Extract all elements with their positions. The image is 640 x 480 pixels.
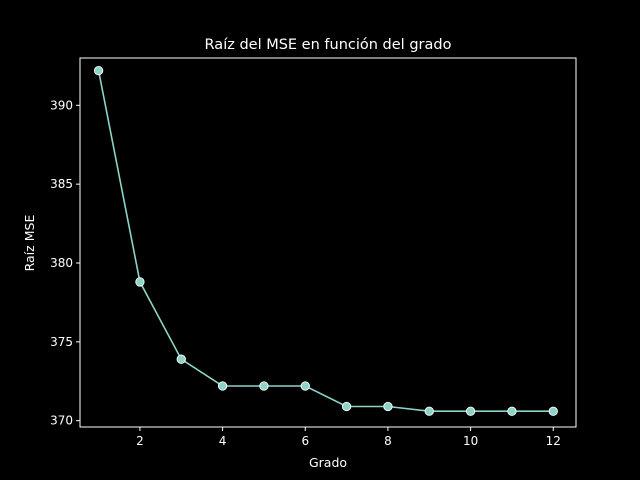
- data-point: [383, 401, 393, 412]
- y-tick-label: 375: [50, 335, 73, 349]
- data-point: [300, 381, 310, 391]
- x-tick-label: 12: [546, 434, 561, 448]
- x-tick-label: 2: [136, 434, 144, 448]
- y-tick-label: 370: [50, 414, 73, 428]
- x-tick-label: 6: [301, 434, 309, 448]
- data-point: [507, 406, 517, 416]
- data-point: [548, 406, 558, 416]
- data-point: [424, 406, 434, 416]
- data-point: [176, 354, 186, 364]
- series-layer: [93, 65, 558, 416]
- data-point: [341, 401, 352, 412]
- series-line: [97, 70, 554, 413]
- x-tick-label: 4: [219, 434, 227, 448]
- x-axis-label: Grado: [309, 455, 347, 470]
- data-point: [93, 65, 104, 76]
- data-point: [217, 381, 228, 391]
- y-axis: 370 375 380 385 390: [50, 98, 80, 428]
- data-point: [135, 277, 145, 287]
- y-axis-label: Raíz MSE: [22, 215, 37, 272]
- x-tick-label: 10: [463, 434, 478, 448]
- chart-title: Raíz del MSE en función del grado: [205, 37, 452, 53]
- plot-frame: [79, 57, 577, 428]
- y-tick-label: 385: [50, 177, 73, 191]
- data-point: [259, 381, 269, 391]
- data-point: [465, 406, 476, 416]
- y-tick-label: 380: [50, 256, 73, 270]
- y-tick-label: 390: [50, 98, 73, 112]
- x-axis: 2 4 6 8 10 12: [136, 427, 561, 448]
- x-tick-label: 8: [384, 434, 392, 448]
